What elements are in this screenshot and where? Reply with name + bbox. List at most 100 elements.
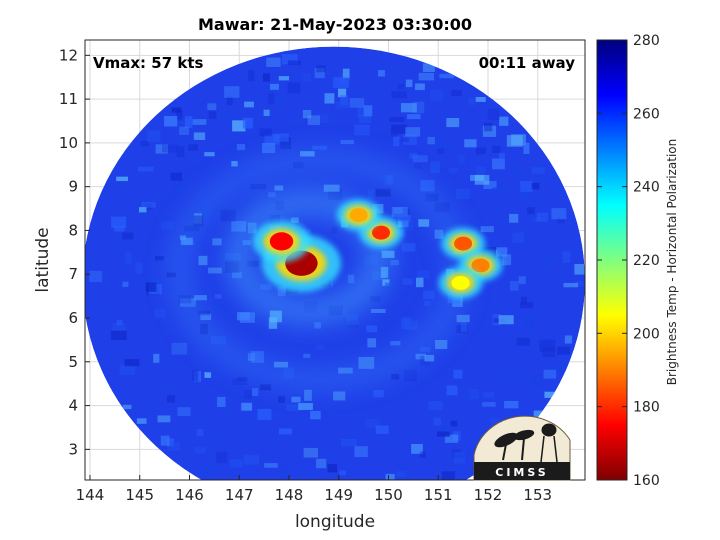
- swath-pixel: [475, 97, 486, 102]
- swath-pixel: [451, 453, 466, 459]
- swath-pixel: [192, 370, 199, 382]
- swath-pixel: [116, 320, 123, 326]
- swath-pixel: [433, 417, 442, 426]
- swath-pixel: [367, 338, 377, 348]
- swath-pixel: [316, 65, 326, 73]
- swath-pixel: [520, 302, 534, 309]
- swath-pixel: [539, 339, 556, 352]
- cold-feature-core: [349, 208, 368, 223]
- swath-pixel: [346, 314, 359, 326]
- swath-pixel: [196, 429, 204, 437]
- swath-pixel: [102, 307, 111, 313]
- swath-pixel: [409, 153, 418, 159]
- swath-pixel: [287, 60, 302, 66]
- swath-pixel: [141, 202, 156, 208]
- swath-pixel: [340, 95, 349, 106]
- colorbar-tick-label: 280: [633, 33, 660, 49]
- colorbar-tick-label: 220: [633, 253, 660, 269]
- swath-pixel: [124, 359, 140, 367]
- swath-pixel: [243, 455, 260, 465]
- swath-pixel: [527, 207, 535, 215]
- swath-pixel: [327, 464, 338, 473]
- swath-pixel: [518, 190, 531, 200]
- swath-pixel: [401, 137, 410, 142]
- swath-pixel: [122, 281, 129, 288]
- swath-pixel: [177, 407, 191, 417]
- swath-pixel: [498, 152, 505, 162]
- swath-pixel: [308, 130, 317, 137]
- swath-pixel: [266, 57, 281, 67]
- swath-pixel: [316, 458, 327, 469]
- swath-pixel: [506, 375, 519, 388]
- swath-pixel: [257, 408, 272, 420]
- swath-pixel: [542, 347, 556, 357]
- swath-pixel: [423, 300, 431, 306]
- swath-pixel: [430, 161, 440, 174]
- swath-pixel: [176, 110, 183, 122]
- swath-pixel: [226, 95, 233, 106]
- swath-pixel: [338, 88, 347, 98]
- swath-pixel: [307, 115, 321, 126]
- swath-pixel: [89, 270, 103, 283]
- swath-pixel: [401, 317, 412, 330]
- swath-pixel: [323, 117, 337, 124]
- swath-pixel: [114, 225, 125, 232]
- swath-pixel: [111, 216, 127, 228]
- swath-pixel: [531, 167, 545, 174]
- swath-pixel: [268, 317, 278, 329]
- y-tick-label: 6: [68, 309, 78, 327]
- swath-pixel: [448, 167, 459, 174]
- x-tick-label: 149: [324, 486, 353, 504]
- swath-pixel: [155, 144, 169, 154]
- swath-pixel: [314, 322, 321, 329]
- cimss-logo-text: CIMSS: [495, 466, 548, 479]
- swath-pixel: [112, 322, 126, 332]
- swath-pixel: [287, 82, 301, 94]
- swath-pixel: [324, 93, 335, 104]
- swath-pixel: [164, 116, 178, 127]
- swath-pixel: [122, 232, 134, 240]
- swath-pixel: [342, 68, 350, 79]
- swath-pixel: [262, 143, 276, 154]
- swath-pixel: [180, 139, 196, 149]
- cimss-logo: CIMSS: [473, 415, 571, 481]
- swath-pixel: [162, 144, 178, 153]
- swath-pixel: [574, 280, 584, 287]
- swath-pixel: [145, 282, 157, 292]
- swath-pixel: [231, 161, 238, 167]
- x-tick-label: 152: [474, 486, 503, 504]
- swath-pixel: [363, 105, 373, 117]
- swath-pixel: [211, 302, 221, 310]
- swath-pixel: [184, 116, 193, 128]
- swath-pixel: [264, 463, 278, 468]
- swath-pixel: [509, 213, 519, 223]
- swath-pixel: [148, 276, 159, 286]
- swath-pixel: [435, 340, 448, 350]
- swath-pixel: [429, 89, 444, 102]
- swath-pixel: [347, 321, 355, 330]
- swath-pixel: [375, 188, 391, 197]
- swath-pixel: [194, 295, 207, 301]
- swath-pixel: [367, 189, 375, 199]
- swath-pixel: [365, 418, 380, 429]
- swath-pixel: [516, 317, 532, 322]
- swath-pixel: [205, 439, 217, 444]
- swath-pixel: [512, 232, 525, 243]
- swath-pixel: [520, 181, 533, 192]
- swath-pixel: [250, 183, 267, 190]
- swath-pixel: [399, 199, 413, 208]
- swath-pixel: [404, 369, 417, 382]
- swath-pixel: [418, 72, 435, 81]
- swath-pixel: [509, 281, 519, 291]
- cold-feature-core: [451, 275, 470, 290]
- swath-pixel: [154, 309, 166, 318]
- swath-pixel: [464, 139, 477, 148]
- swath-pixel: [551, 208, 567, 220]
- swath-pixel: [207, 103, 217, 111]
- swath-pixel: [278, 76, 290, 81]
- swath-pixel: [298, 403, 313, 410]
- swath-pixel: [434, 229, 444, 239]
- swath-pixel: [415, 83, 425, 91]
- swath-pixel: [482, 402, 496, 407]
- swath-pixel: [502, 254, 512, 266]
